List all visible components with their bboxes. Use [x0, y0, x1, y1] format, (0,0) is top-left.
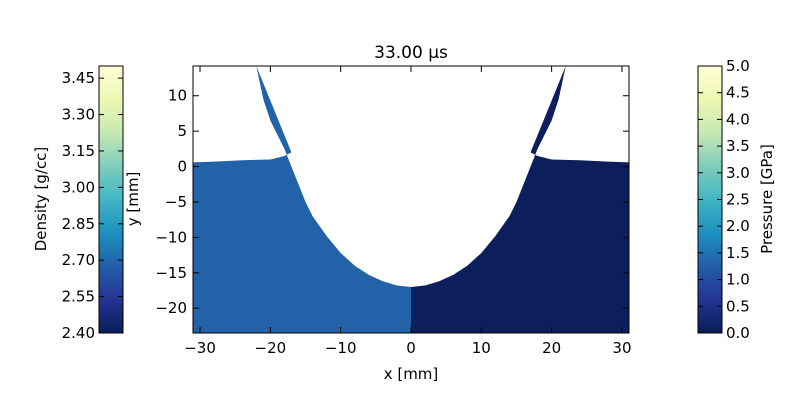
x-tick-label: 30	[612, 339, 631, 357]
colorbar-tick-label: 2.5	[726, 191, 750, 209]
colorbar-tick-label: 0.0	[726, 324, 750, 342]
x-tick-label: 0	[406, 339, 416, 357]
y-tick-label: −10	[155, 228, 187, 246]
colorbar-tick-label: 5.0	[726, 57, 750, 75]
colorbar-tick-label: 2.55	[62, 288, 95, 306]
y-tick-label: 5	[177, 122, 187, 140]
x-tick-label: 10	[472, 339, 491, 357]
x-tick-label: −10	[325, 339, 357, 357]
density-colorbar-label: Density [g/cc]	[32, 147, 50, 252]
colorbar-tick-label: 4.0	[726, 110, 750, 128]
x-axis-label: x [mm]	[384, 365, 439, 383]
colorbar-tick-label: 3.15	[62, 142, 95, 160]
y-tick-label: −15	[155, 264, 187, 282]
colorbar-tick-label: 2.40	[62, 324, 95, 342]
colorbar-tick-label: 3.30	[62, 106, 95, 124]
x-axis-ticks: −30 −20 −10 0 10 20 30	[184, 66, 632, 357]
colorbar-tick-label: 3.45	[62, 69, 95, 87]
chart-title: 33.00 μs	[374, 43, 448, 63]
pressure-colorbar-ticks: 0.0 0.5 1.0 1.5 2.0 2.5 3.0 3.5 4.0 4.5 5.0	[698, 57, 750, 342]
colorbar-tick-label: 2.70	[62, 251, 95, 269]
density-colorbar-ticks: 2.40 2.55 2.70 2.85 3.00 3.15 3.30 3.45	[62, 69, 123, 342]
x-tick-label: −20	[255, 339, 287, 357]
density-colorbar-gradient	[98, 65, 124, 334]
density-region	[193, 66, 411, 333]
pressure-colorbar-label: Pressure [GPa]	[758, 144, 776, 254]
colorbar-tick-label: 1.0	[726, 271, 750, 289]
y-tick-label: 10	[168, 87, 187, 105]
y-tick-label: −20	[155, 299, 187, 317]
pressure-region	[411, 66, 629, 333]
pressure-colorbar: 0.0 0.5 1.0 1.5 2.0 2.5 3.0 3.5 4.0 4.5 5.0 Pressu…	[697, 57, 776, 342]
colorbar-tick-label: 3.00	[62, 178, 95, 196]
density-colorbar: 2.40 2.55 2.70 2.85 3.00 3.15 3.30 3.45 Density…	[32, 65, 124, 342]
colorbar-tick-label: 2.0	[726, 217, 750, 235]
colorbar-tick-label: 1.5	[726, 244, 750, 262]
x-tick-label: 20	[542, 339, 561, 357]
colorbar-tick-label: 3.5	[726, 137, 750, 155]
colorbar-tick-label: 4.5	[726, 84, 750, 102]
y-axis-ticks: −20 −15 −10 −5 0 5 10	[155, 87, 629, 317]
y-axis-label: y [mm]	[124, 172, 142, 227]
colorbar-tick-label: 0.5	[726, 297, 750, 315]
y-tick-label: 0	[177, 158, 187, 176]
y-tick-label: −5	[165, 193, 187, 211]
colorbar-tick-label: 3.0	[726, 164, 750, 182]
colorbar-tick-label: 2.85	[62, 215, 95, 233]
x-tick-label: −30	[184, 339, 216, 357]
